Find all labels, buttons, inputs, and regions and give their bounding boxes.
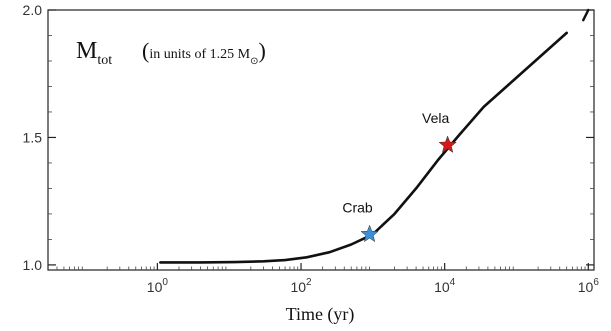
- annotation-layer: Crab Vela: [342, 110, 457, 243]
- annotation-vela: Vela: [422, 110, 449, 126]
- y-tick-label: 1.0: [23, 257, 43, 273]
- plot-frame: [47, 9, 595, 271]
- x-axis-label: Time (yr): [286, 304, 355, 325]
- title-subscript: tot: [97, 53, 112, 68]
- star-marker-crab: [360, 224, 379, 243]
- annotation-crab: Crab: [342, 199, 373, 215]
- title-note: in units of 1.25 M: [149, 47, 250, 62]
- series-line: [159, 31, 568, 264]
- x-tick-label: 104: [434, 277, 456, 295]
- star-marker-vela: [438, 135, 457, 153]
- title-note-sub: ⊙: [250, 56, 258, 67]
- x-tick-label: 100: [147, 277, 169, 295]
- y-tick-label: 1.5: [23, 129, 43, 145]
- y-tick-label: 2.0: [23, 2, 43, 18]
- title-symbol: M: [76, 38, 97, 64]
- chart-title: Mtot (in units of 1.25 M⊙): [76, 38, 266, 68]
- svg-text:Mtot: Mtot: [76, 38, 112, 68]
- x-tick-label: 106: [578, 277, 600, 295]
- ticks-layer: 100 102 104 106 1.0 1.5 2.0: [23, 2, 600, 295]
- svg-text:(in units of 1.25 M⊙): (in units of 1.25 M⊙): [142, 38, 266, 67]
- x-tick-label: 102: [290, 277, 312, 295]
- extra-line-segment: [582, 8, 590, 22]
